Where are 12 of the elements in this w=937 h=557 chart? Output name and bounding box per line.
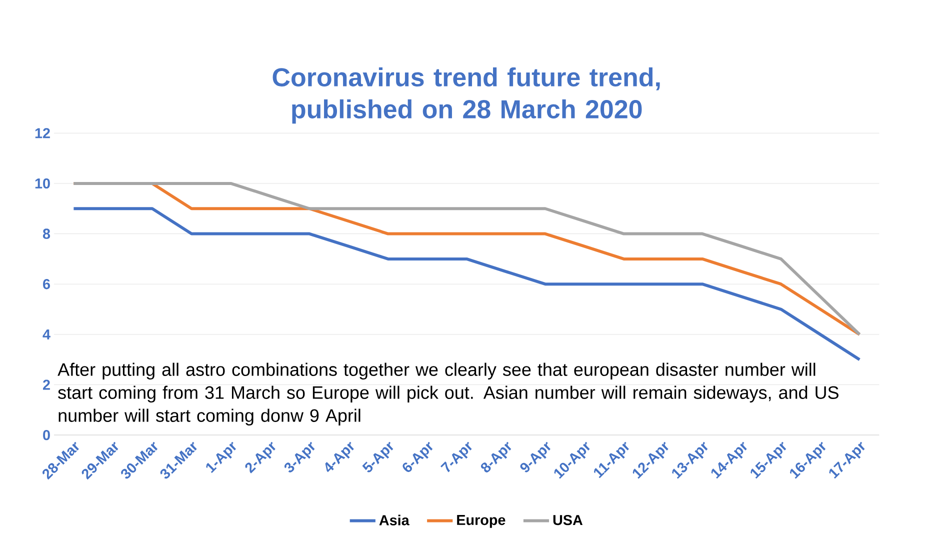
y-tick-label: 0	[43, 430, 50, 440]
chart-title: Coronavirus trend future trend, published on 28 March 2020	[272, 67, 660, 124]
annotation: After putting all astro combinations together we clearly see that european disaster number will start coming from 31 March so Europe will pick out. Asian number will remain sideways, and US number will start coming donw 9 April	[58, 362, 838, 426]
y-tick-label: 8	[42, 228, 50, 239]
y-tick-label: 2	[43, 380, 50, 390]
legend-label: Asia	[379, 514, 410, 526]
legend-label: Europe	[457, 514, 506, 528]
y-tick-label: 12	[35, 128, 50, 138]
y-tick-label: 4	[42, 329, 50, 340]
y-tick-label: 10	[35, 178, 50, 188]
y-tick-label: 6	[43, 278, 50, 290]
legend-label: USA	[553, 514, 583, 525]
